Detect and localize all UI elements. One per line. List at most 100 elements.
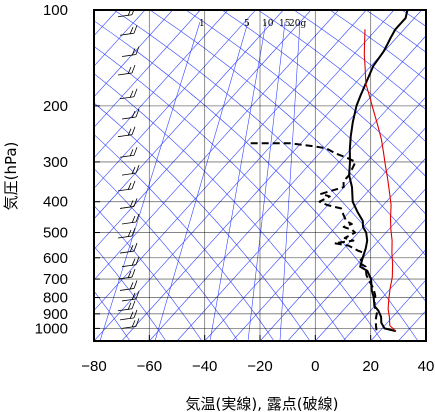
wind-barb-flag: [135, 318, 140, 327]
x-tick-label: 0: [311, 358, 319, 375]
wind-barb-staff: [121, 54, 137, 57]
background-lines: [94, 10, 426, 341]
dry-adiabat-line: [94, 205, 203, 341]
y-tick-label: 200: [43, 98, 68, 115]
x-tick-label: −20: [247, 358, 272, 375]
wind-barb-staff: [119, 96, 135, 100]
y-tick-label: 300: [43, 154, 68, 171]
isotherm-line: [94, 10, 229, 159]
x-axis-ticks: −80 −60 −40 −20 0 20 40: [81, 335, 434, 375]
isotherm-line: [94, 10, 284, 220]
isotherm-line: [94, 10, 146, 67]
isotherm-line: [315, 218, 426, 341]
isotherm-line: [94, 10, 256, 189]
wind-barb-flag: [131, 268, 136, 278]
dry-adiabat-line: [94, 20, 419, 341]
temperature-line: [348, 10, 409, 333]
wind-barb-flag: [135, 46, 140, 55]
wind-barb-flag: [131, 227, 136, 237]
dry-adiabat-line: [221, 10, 426, 178]
x-tick-label: 20: [362, 358, 379, 375]
dry-adiabat-line: [365, 10, 426, 53]
wind-barb-flag: [133, 198, 138, 207]
wind-barb-flag: [127, 128, 132, 136]
dry-adiabat-line: [185, 10, 426, 215]
wind-barb-flag: [129, 90, 134, 98]
dry-adiabat-line: [257, 10, 426, 143]
wind-barb-flag: [131, 64, 136, 74]
dry-adiabat-line: [94, 134, 275, 341]
parcel-line: [363, 29, 397, 332]
wind-barb-flag: [127, 270, 132, 279]
mixing-ratio-label: 5: [244, 19, 250, 29]
wind-barb-flag: [127, 66, 132, 75]
mixing-ratio-line: [99, 21, 201, 341]
wind-barb-flag: [129, 244, 134, 253]
wind-barb-staff: [121, 172, 137, 176]
isotherm-line: [94, 10, 395, 341]
isotherm-line: [342, 249, 426, 341]
grid-lines: [94, 10, 426, 341]
y-tick-label: 100: [43, 2, 68, 19]
wind-barb-flag: [129, 282, 134, 290]
wind-barb-staff: [117, 235, 133, 239]
wind-barb-staff: [117, 308, 133, 312]
profile-lines: [250, 10, 409, 333]
isotherm-line: [94, 10, 367, 311]
dry-adiabat-line: [94, 73, 347, 341]
wind-barb-staff: [119, 317, 135, 321]
wind-barb-flag: [129, 311, 134, 320]
wind-barb-flag: [135, 256, 140, 265]
wind-barb-flag: [129, 149, 134, 157]
isotherm-line: [287, 187, 426, 341]
isotherm-line: [232, 126, 426, 341]
isotherm-line: [370, 279, 426, 341]
wind-barbs: [117, 10, 140, 329]
wind-barb-staff: [117, 72, 133, 76]
y-tick-label: 600: [43, 250, 68, 267]
y-tick-label: 500: [43, 225, 68, 242]
isotherm-line: [398, 310, 426, 341]
wind-barb-flag: [133, 25, 138, 34]
wind-barb-flag: [131, 258, 136, 266]
wind-barb-flag: [135, 108, 140, 118]
mixing-ratio-label: 15: [279, 19, 291, 29]
isotherm-line: [425, 340, 426, 341]
isotherm-line: [176, 65, 426, 341]
wind-barb-flag: [127, 229, 132, 238]
wind-barb-flag: [129, 27, 134, 35]
wind-barb-staff: [119, 154, 135, 158]
wind-barb-flag: [135, 164, 140, 174]
mixing-ratio-label: 10: [262, 19, 274, 29]
mixing-ratio-label: 20g: [289, 19, 306, 29]
wind-barb-flag: [131, 166, 136, 175]
x-axis-label: 気温(実線), 露点(破線): [186, 395, 339, 412]
mixing-ratio-line: [279, 21, 301, 341]
wind-barb-flag: [135, 290, 140, 300]
mixing-ratio-line: [209, 21, 267, 341]
x-tick-label: −60: [137, 358, 162, 375]
x-tick-label: −80: [81, 358, 106, 375]
isotherm-line: [94, 10, 201, 128]
y-tick-label: 800: [43, 290, 68, 307]
dry-adiabat-line: [94, 245, 167, 341]
y-tick-label: 900: [43, 306, 68, 323]
wind-barb-flag: [133, 309, 138, 318]
isotherm-line: [94, 10, 173, 98]
wind-barb-staff: [121, 298, 137, 302]
wind-barb-flag: [133, 88, 138, 97]
dewpoint-line: [250, 142, 378, 332]
wind-barb-staff: [119, 288, 135, 291]
wind-barb-flag: [131, 292, 136, 301]
wind-barb-staff: [117, 14, 133, 18]
wind-barb-flag: [127, 302, 132, 310]
dry-adiabat-line: [94, 168, 239, 341]
y-tick-label: 400: [43, 194, 68, 211]
wind-barb-flag: [131, 320, 136, 328]
y-axis-label: 気圧(hPa): [2, 142, 20, 211]
mixing-ratio-line: [154, 21, 249, 341]
dry-adiabat-line: [293, 10, 426, 111]
